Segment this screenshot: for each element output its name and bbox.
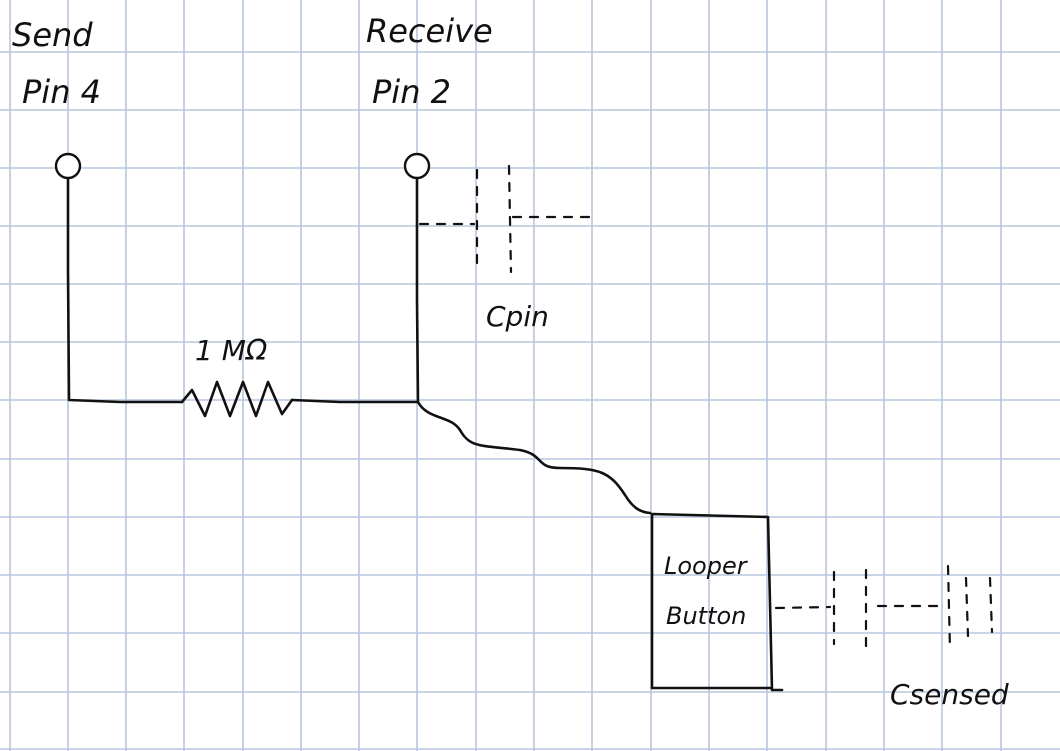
send-pin-label: Pin 4 xyxy=(22,73,101,111)
csensed-lead-left xyxy=(774,605,832,610)
button-wire xyxy=(416,400,652,515)
button-label-line1: Looper xyxy=(664,552,749,580)
cpin-plate-right xyxy=(507,164,513,274)
csensed-plate-5 xyxy=(988,576,994,634)
csensed-plate-3 xyxy=(946,564,952,652)
cpin-label: Cpin xyxy=(486,300,549,333)
send-label: Send xyxy=(12,16,93,54)
button-label-line2: Button xyxy=(666,602,746,630)
resistor-symbol xyxy=(180,380,294,418)
receive-pin-label: Pin 2 xyxy=(372,73,451,111)
looper-button-box xyxy=(650,512,784,692)
send-wire xyxy=(66,176,184,404)
receive-label: Receive xyxy=(366,12,493,50)
receive-wire xyxy=(415,176,420,404)
receive-pin-terminal xyxy=(403,152,431,180)
resistor-label: 1 MΩ xyxy=(195,334,268,367)
send-pin-terminal xyxy=(54,152,82,180)
resistor-to-node-wire xyxy=(290,398,420,404)
csensed-label: Csensed xyxy=(890,678,1009,711)
